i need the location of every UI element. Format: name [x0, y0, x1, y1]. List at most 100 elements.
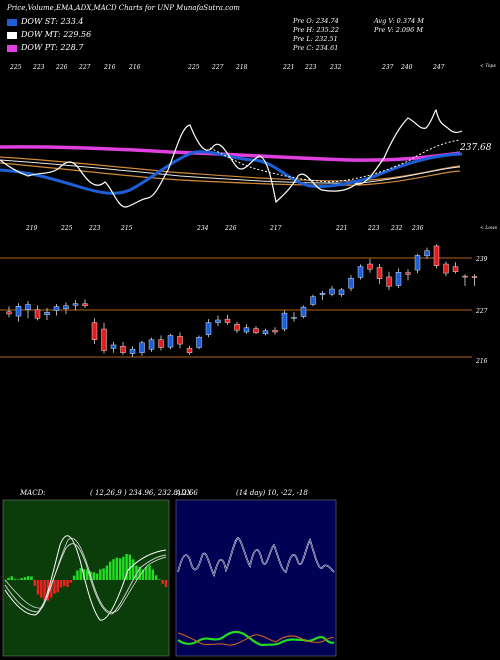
- candle-body: [300, 306, 307, 317]
- candle-body: [452, 266, 459, 272]
- stat-close: Pre C: 234.61: [293, 44, 339, 52]
- legend-label-st: DOW ST: 233.4: [21, 17, 84, 26]
- macd-hist-bar: [49, 580, 53, 598]
- candle-body: [310, 296, 316, 305]
- candle-body: [91, 322, 98, 340]
- candle-body: [177, 336, 183, 345]
- candle-body: [6, 311, 12, 315]
- macd-hist-bar: [108, 561, 112, 580]
- candle-body: [82, 303, 88, 306]
- macd-hist-bar: [112, 559, 115, 580]
- candle-body: [319, 293, 326, 295]
- legend-swatch-st: [7, 18, 17, 26]
- macd-hist-bar: [118, 558, 122, 580]
- ema-mt-line: [0, 156, 461, 182]
- candle-body: [357, 266, 364, 278]
- candle-body: [367, 263, 373, 270]
- candle-body: [158, 339, 164, 348]
- macd-hist-bar: [56, 580, 59, 593]
- macd-params: ( 12,26,9 ) 234.96, 232.8, 2.66: [90, 489, 198, 497]
- stat-open: Pre O: 234.74: [293, 17, 339, 25]
- candle-body: [376, 267, 383, 279]
- adx-plus-di-line: [177, 630, 335, 647]
- candle-body: [234, 324, 240, 331]
- candle-body: [414, 255, 421, 271]
- macd-hist-bar: [128, 554, 132, 580]
- macd-hist-bar: [95, 573, 99, 580]
- macd-label: MACD:: [20, 489, 46, 497]
- candle-body: [386, 276, 392, 287]
- macd-hist-bar: [26, 576, 30, 580]
- adx-line-inner: [177, 537, 335, 576]
- candle-body: [186, 348, 193, 353]
- macd-hist-bar: [17, 579, 20, 580]
- macd-hist-bar: [23, 577, 27, 580]
- legend-dow-pt: DOW PT: 228.7: [7, 43, 83, 52]
- top-value-label: 225: [9, 64, 22, 71]
- candle-body: [338, 289, 345, 295]
- top-value-label: 216: [128, 64, 141, 71]
- candle-body: [243, 327, 250, 333]
- candle-body: [44, 312, 50, 316]
- ema-st-line: [0, 150, 463, 195]
- top-value-label: 223: [304, 64, 317, 71]
- legend-swatch-pt: [7, 44, 17, 52]
- adx-params: (14 day) 10, -22, -18: [236, 489, 308, 497]
- candle-body: [262, 330, 269, 334]
- candle-body: [215, 319, 221, 323]
- candle-body: [405, 272, 411, 275]
- ema-pt-line: [0, 145, 461, 162]
- lows-label: < Lows: [480, 225, 498, 231]
- candle-body: [424, 250, 430, 257]
- macd-hist-bar: [69, 580, 73, 583]
- macd-hist-bar: [115, 557, 118, 580]
- bottom-value-label: 236: [411, 225, 424, 232]
- macd-hist-bar: [151, 569, 155, 580]
- macd-hist-bar: [76, 570, 79, 580]
- macd-hist-bar: [154, 575, 158, 580]
- top-value-label: 218: [235, 64, 248, 71]
- stat-low: Pre L: 232.51: [293, 35, 338, 43]
- candle-body: [253, 328, 259, 334]
- macd-hist-bar: [30, 576, 33, 580]
- macd-hist-bar: [122, 556, 125, 580]
- bottom-value-label: 217: [269, 225, 282, 232]
- legend-label-pt: DOW PT: 228.7: [21, 43, 84, 52]
- top-value-label: 240: [400, 64, 413, 71]
- level-label-216: 216: [475, 358, 488, 365]
- level-label-227: 227: [475, 308, 488, 315]
- candle-body: [101, 328, 107, 351]
- macd-hist-bar: [66, 580, 69, 587]
- top-value-label: 247: [432, 64, 445, 71]
- candle-body: [72, 303, 79, 306]
- legend-dow-mt: DOW MT: 229.56: [7, 30, 91, 39]
- top-value-label: 232: [329, 64, 342, 71]
- candle-body: [167, 335, 174, 348]
- bottom-value-label: 223: [88, 225, 101, 232]
- macd-hist-bar: [158, 579, 161, 580]
- candle-body: [291, 317, 297, 319]
- top-value-label: 223: [32, 64, 45, 71]
- candle-body: [148, 339, 155, 350]
- bottom-value-label: 225: [60, 225, 73, 232]
- top-value-label: 227: [211, 64, 224, 71]
- bottom-value-label: 215: [120, 225, 133, 232]
- adx-panel-bg: [175, 499, 337, 657]
- top-value-label: 226: [55, 64, 68, 71]
- macd-hist-bar: [102, 568, 105, 580]
- macd-hist-bar: [105, 565, 109, 580]
- candle-body: [281, 312, 288, 330]
- macd-extra-line: [4, 537, 167, 613]
- candle-body: [15, 306, 22, 317]
- candle-body: [34, 309, 41, 319]
- candle-body: [224, 318, 231, 323]
- macd-hist-bar: [141, 569, 145, 580]
- candle-body: [205, 322, 212, 335]
- macd-signal-line: [4, 543, 167, 615]
- top-value-label: 216: [103, 64, 116, 71]
- stat-high: Pre H: 235.22: [293, 26, 340, 34]
- candle-body: [139, 342, 145, 353]
- macd-hist-bar: [148, 565, 151, 580]
- level-label-239: 239: [475, 256, 488, 263]
- stat-avg-volume: Avg V: 0.374 M: [374, 17, 424, 25]
